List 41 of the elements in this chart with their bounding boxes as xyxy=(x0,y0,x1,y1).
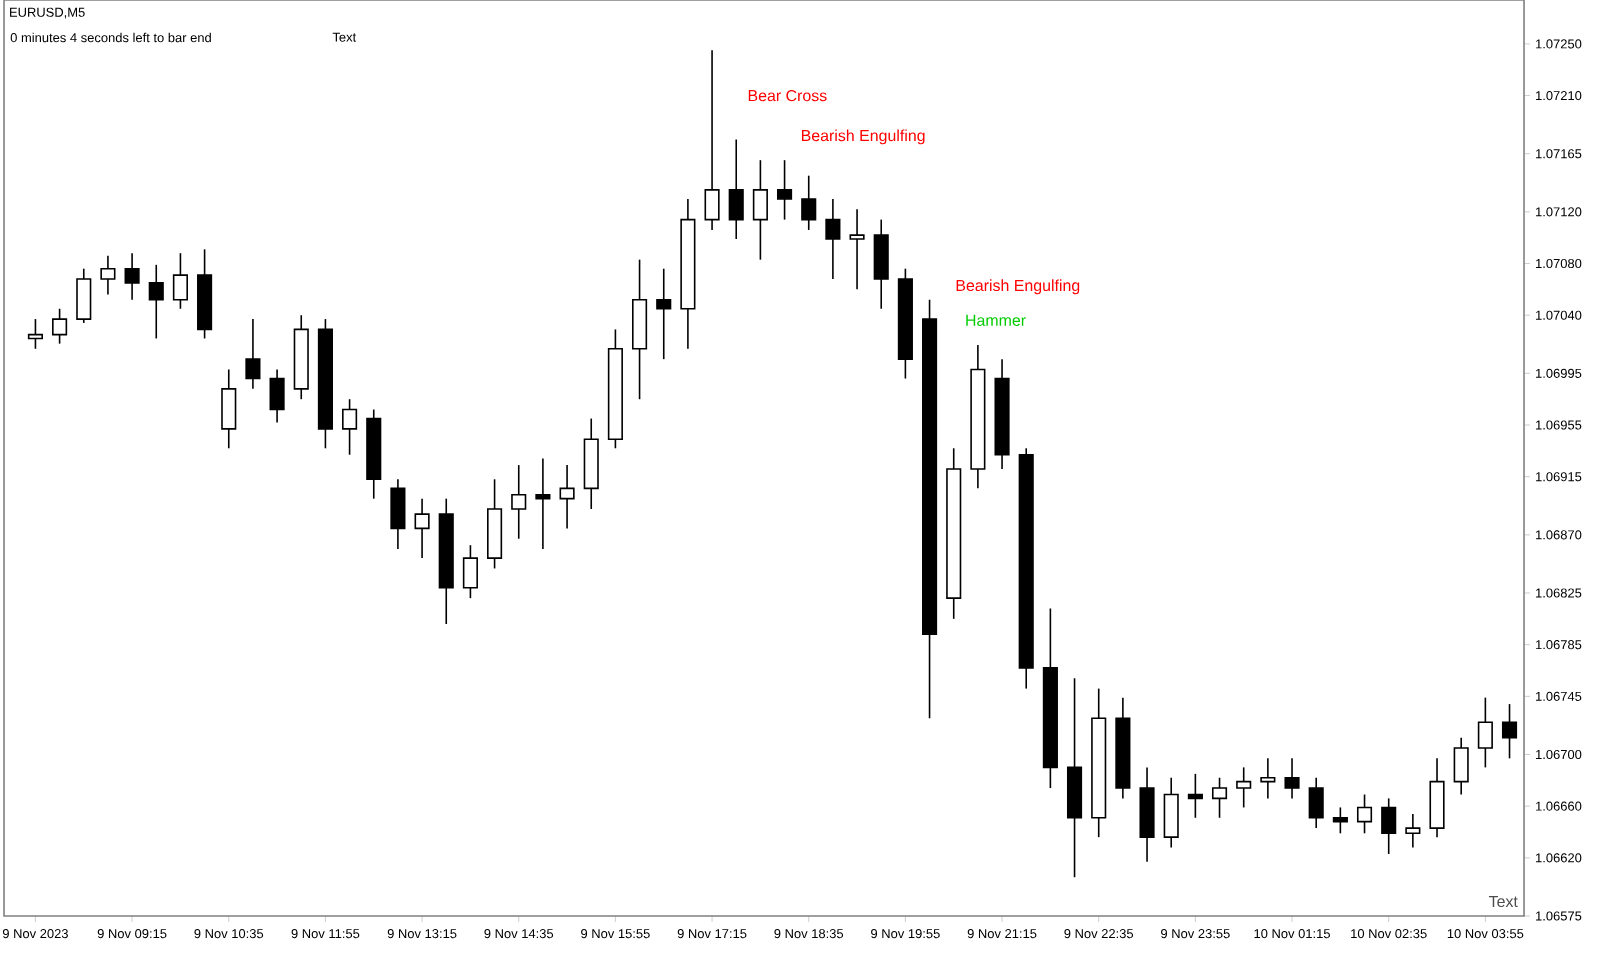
candlestick xyxy=(1308,776,1324,829)
candlestick xyxy=(148,264,164,340)
candlestick xyxy=(1163,776,1179,849)
candlestick xyxy=(1381,797,1397,855)
candlestick xyxy=(1260,757,1276,800)
candlestick xyxy=(100,254,116,296)
candlestick xyxy=(1236,766,1252,809)
candlestick xyxy=(390,478,406,550)
candlestick xyxy=(52,307,68,345)
candlestick xyxy=(801,174,817,231)
candlestick xyxy=(1284,757,1300,800)
candlestick xyxy=(245,318,261,390)
candlestick xyxy=(172,252,188,310)
candlestick xyxy=(1187,773,1203,819)
candlestick xyxy=(559,464,575,530)
candlestick xyxy=(124,252,140,301)
candlestick xyxy=(752,159,768,261)
candlestick xyxy=(342,398,358,456)
candlestick xyxy=(656,267,672,360)
candlestick xyxy=(825,198,841,280)
candlestick xyxy=(1453,736,1469,796)
candlestick xyxy=(849,208,865,291)
candlestick xyxy=(1332,806,1348,835)
candlestick xyxy=(535,457,551,550)
candlestick xyxy=(1501,703,1518,760)
candlestick xyxy=(269,368,285,424)
candlestick xyxy=(1356,793,1373,835)
candlestick xyxy=(462,544,478,599)
candlestick xyxy=(1477,696,1493,769)
candlestick xyxy=(1405,813,1421,849)
candlestick xyxy=(728,138,744,240)
candlestick xyxy=(1429,757,1445,838)
candlestick xyxy=(27,318,43,350)
candlestick xyxy=(414,497,430,559)
candlestick xyxy=(76,267,92,324)
candlestick xyxy=(704,49,720,231)
candlestick xyxy=(221,368,237,450)
candlestick xyxy=(511,464,527,540)
candlestick xyxy=(1211,776,1228,819)
candlestick xyxy=(873,218,889,310)
candlestick xyxy=(776,159,793,221)
